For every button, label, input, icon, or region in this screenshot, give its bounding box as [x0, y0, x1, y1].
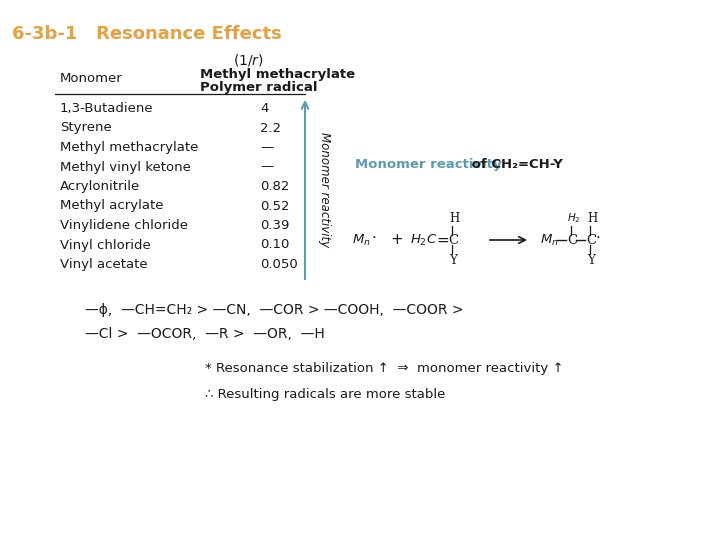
- Text: C: C: [586, 233, 596, 246]
- Text: +: +: [390, 233, 402, 247]
- Text: Monomer reactivity: Monomer reactivity: [355, 158, 502, 171]
- Text: —: —: [260, 160, 274, 173]
- Text: H: H: [587, 212, 598, 225]
- Text: Polymer radical: Polymer radical: [200, 81, 318, 94]
- Text: 6-3b-1   Resonance Effects: 6-3b-1 Resonance Effects: [12, 25, 282, 43]
- Text: Vinyl chloride: Vinyl chloride: [60, 239, 150, 252]
- Text: Methyl methacrylate: Methyl methacrylate: [200, 68, 355, 81]
- Text: C: C: [567, 233, 577, 246]
- Text: 0.050: 0.050: [260, 258, 298, 271]
- Text: Acrylonitrile: Acrylonitrile: [60, 180, 140, 193]
- Text: $M_n$: $M_n$: [352, 232, 371, 247]
- Text: —Cl >  —OCOR,  —R >  —OR,  —H: —Cl > —OCOR, —R > —OR, —H: [85, 327, 325, 341]
- Text: Monomer reactivity: Monomer reactivity: [318, 132, 331, 247]
- Text: Vinylidene chloride: Vinylidene chloride: [60, 219, 188, 232]
- Text: Methyl acrylate: Methyl acrylate: [60, 199, 163, 213]
- Text: 2.2: 2.2: [260, 122, 281, 134]
- Text: $(1/r)$: $(1/r)$: [233, 52, 264, 68]
- Text: H: H: [449, 212, 459, 225]
- Text: Methyl methacrylate: Methyl methacrylate: [60, 141, 199, 154]
- Text: 0.82: 0.82: [260, 180, 289, 193]
- Text: of CH₂=CH-Y: of CH₂=CH-Y: [467, 158, 563, 171]
- Text: —: —: [260, 141, 274, 154]
- Text: C: C: [448, 233, 458, 246]
- Text: $M_n$: $M_n$: [540, 232, 559, 247]
- Text: ·: ·: [372, 231, 377, 245]
- Text: 4: 4: [260, 102, 269, 115]
- Text: $H_2C$: $H_2C$: [410, 232, 438, 247]
- Text: ∴ Resulting radicals are more stable: ∴ Resulting radicals are more stable: [205, 388, 446, 401]
- Text: Y: Y: [587, 254, 595, 267]
- Text: Y: Y: [449, 254, 457, 267]
- Text: 0.52: 0.52: [260, 199, 289, 213]
- Text: Vinyl acetate: Vinyl acetate: [60, 258, 148, 271]
- Text: 0.10: 0.10: [260, 239, 289, 252]
- Text: Monomer: Monomer: [60, 72, 122, 85]
- Text: =: =: [436, 233, 449, 247]
- Text: —ϕ,  —CH=CH₂ > —CN,  —COR > —COOH,  —COOR >: —ϕ, —CH=CH₂ > —CN, —COR > —COOH, —COOR >: [85, 303, 464, 317]
- Text: ·: ·: [596, 231, 601, 245]
- Text: 1,3-Butadiene: 1,3-Butadiene: [60, 102, 153, 115]
- Text: * Resonance stabilization ↑  ⇒  monomer reactivity ↑: * Resonance stabilization ↑ ⇒ monomer re…: [205, 362, 564, 375]
- Text: $H_2$: $H_2$: [567, 211, 580, 225]
- Text: Methyl vinyl ketone: Methyl vinyl ketone: [60, 160, 191, 173]
- Text: Styrene: Styrene: [60, 122, 112, 134]
- Text: 0.39: 0.39: [260, 219, 289, 232]
